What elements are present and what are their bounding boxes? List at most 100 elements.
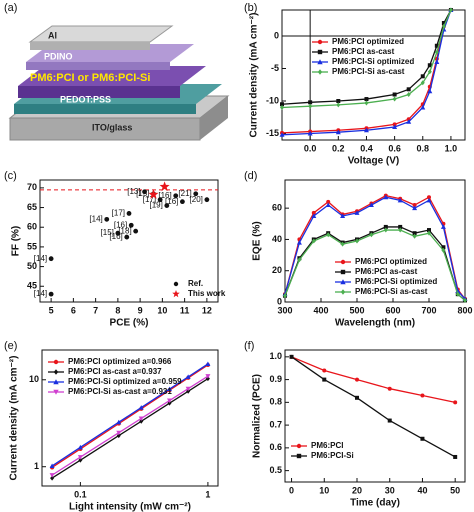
marker [406, 119, 412, 124]
y-tick-label: -10 [266, 95, 279, 105]
marker [317, 39, 323, 45]
layer-active [18, 66, 206, 86]
plot-frame [284, 179, 466, 303]
y-tick-label: 0 [274, 30, 279, 40]
chart: (f) 0 10 20 30 40 50 0.5 0.6 0.7 0.8 0.9 1.0 Time (da… [244, 340, 466, 509]
x-tick-label: 40 [417, 485, 427, 495]
y-tick-label: 45 [27, 281, 37, 291]
series-line [291, 356, 456, 403]
marker [420, 74, 425, 79]
marker [340, 289, 346, 295]
marker [185, 374, 191, 379]
y-tick-label: 50 [27, 261, 37, 271]
point-label: [14] [34, 289, 47, 298]
layer-label: PM6:PCI or PM6:PCI-Si [30, 72, 150, 84]
marker [317, 49, 323, 55]
y-axis-label: EQE (%) [252, 221, 263, 260]
marker [297, 257, 302, 263]
marker [148, 189, 159, 199]
marker [317, 69, 323, 75]
y-tick-label: 20 [272, 265, 282, 275]
marker [412, 231, 417, 236]
y-tick-label: 70 [27, 182, 37, 192]
marker [322, 377, 327, 382]
chart: (e) 0.1 1 1 10 Light intensity (mW cm⁻²) Curre… [4, 340, 219, 512]
marker [336, 99, 341, 103]
x-tick-label: 50 [450, 485, 460, 495]
marker [420, 80, 425, 86]
marker [296, 443, 302, 449]
legend-label: This work [188, 289, 226, 298]
marker [48, 256, 54, 262]
x-axis-label: Wavelength (nm) [335, 318, 415, 329]
series-line [291, 356, 456, 458]
marker [455, 291, 460, 297]
panel-label: (a) [4, 2, 17, 14]
marker [173, 193, 179, 199]
legend-label: PM6:PCI-Si [311, 451, 354, 460]
layer-label: Al [48, 30, 57, 40]
chart: (d) 300 400 500 600 700 800 0 20 40 60 Wavelength (… [244, 170, 473, 329]
panel-label: (d) [244, 170, 257, 182]
marker [185, 386, 191, 392]
marker [427, 69, 432, 75]
point-label: [13] [127, 187, 140, 196]
y-tick-label: 0.7 [269, 419, 282, 429]
marker [420, 436, 425, 441]
marker [311, 210, 316, 215]
series-line [284, 226, 466, 301]
point-label: [21] [178, 189, 191, 198]
marker [326, 232, 331, 238]
marker [340, 279, 346, 285]
y-tick-label: 60 [27, 222, 37, 232]
marker [53, 369, 59, 375]
x-tick-label: 1.0 [445, 143, 458, 153]
marker [308, 100, 313, 105]
marker [406, 87, 411, 92]
marker [383, 194, 389, 200]
marker [368, 202, 374, 208]
marker [128, 222, 134, 228]
marker [340, 269, 346, 275]
marker [172, 290, 180, 298]
legend-label: PM6:PCI optimized [355, 257, 427, 266]
marker [336, 102, 341, 108]
x-tick-label: 6 [71, 305, 76, 315]
point-label: [14] [34, 254, 47, 263]
marker [77, 455, 83, 460]
x-tick-label: 0.8 [417, 143, 430, 153]
marker [116, 433, 121, 439]
marker [167, 386, 173, 392]
marker [364, 97, 369, 102]
y-axis-label: Normalized (PCE) [252, 374, 263, 458]
marker [173, 281, 179, 287]
legend-label: Ref. [188, 279, 203, 288]
marker [307, 131, 313, 136]
x-tick-label: 10 [157, 305, 167, 315]
plot-frame [284, 349, 466, 483]
layer-active-front [18, 86, 180, 98]
marker [392, 92, 397, 97]
x-tick-label: 5 [49, 305, 54, 315]
marker [355, 395, 359, 400]
x-axis-label: Voltage (V) [348, 156, 399, 167]
y-tick-label: 1.0 [269, 351, 282, 361]
y-tick-label: 60 [272, 203, 282, 213]
layer-ito-side [200, 96, 228, 140]
y-tick-label: 0.6 [269, 442, 282, 452]
legend-label: PM6:PCI [311, 441, 343, 450]
marker [157, 197, 163, 203]
marker [308, 103, 313, 109]
marker [53, 389, 59, 395]
marker [397, 197, 403, 203]
marker [363, 127, 369, 133]
point-label: [17] [143, 195, 156, 204]
marker [364, 100, 369, 106]
point-label: [16] [109, 232, 122, 241]
chart: (b) 0.0 0.2 0.4 0.6 0.8 1.0 -15 -10 -5 0 Voltage (V… [244, 2, 466, 167]
layer-label: ITO/glass [92, 122, 132, 132]
x-tick-label: 600 [385, 305, 400, 315]
marker [392, 124, 398, 129]
x-axis-label: Light intensity (mW cm⁻²) [69, 502, 191, 512]
x-tick-label: 700 [421, 305, 436, 315]
